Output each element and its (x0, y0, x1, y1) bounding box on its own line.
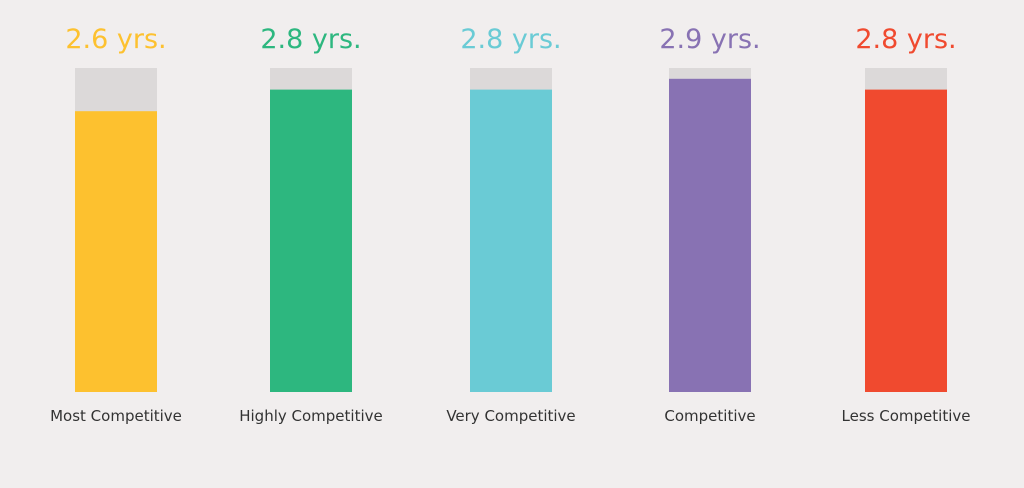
category-label: Competitive (664, 407, 755, 425)
value-label: 2.8 yrs. (460, 24, 561, 55)
bar (470, 89, 552, 392)
value-label: 2.6 yrs. (65, 24, 166, 55)
bar (669, 78, 751, 393)
category-label: Most Competitive (50, 407, 182, 425)
category-label: Less Competitive (842, 407, 971, 425)
bar (865, 89, 947, 392)
value-label: 2.8 yrs. (260, 24, 361, 55)
bar (75, 111, 157, 392)
category-label: Highly Competitive (239, 407, 383, 425)
value-label: 2.9 yrs. (659, 24, 760, 55)
value-label: 2.8 yrs. (855, 24, 956, 55)
bar (270, 89, 352, 392)
category-label: Very Competitive (446, 407, 575, 425)
